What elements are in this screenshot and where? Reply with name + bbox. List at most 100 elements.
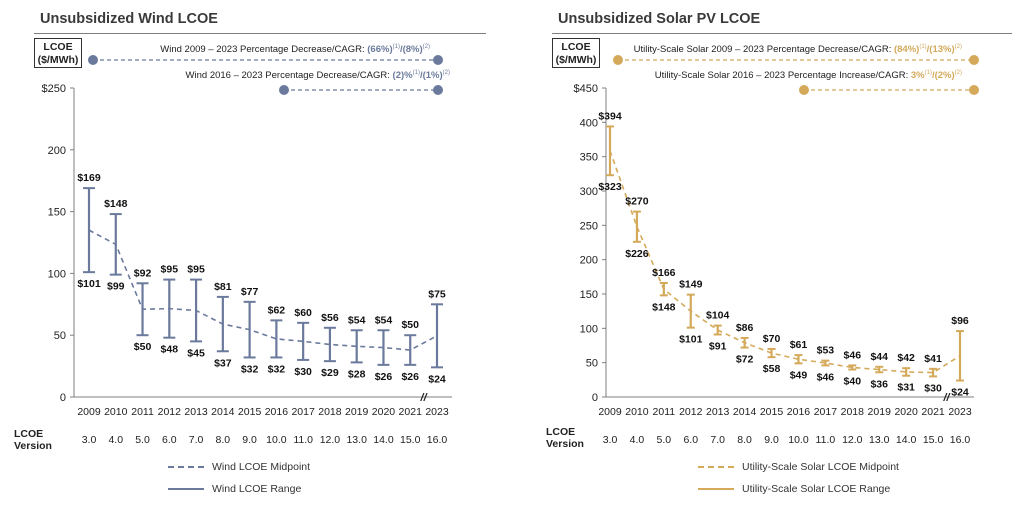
version-label: 14.0	[373, 434, 394, 446]
version-label: 4.0	[630, 434, 645, 446]
wind-cagr-2009-2023: Wind 2009 – 2023 Percentage Decrease/CAG…	[160, 44, 430, 56]
data-label-low: $32	[268, 363, 286, 375]
data-label-low: $26	[401, 371, 419, 383]
data-label-low: $58	[763, 363, 781, 375]
y-tick-label: 100	[48, 268, 66, 280]
x-tick-label: 2019	[345, 406, 369, 418]
wind-legend: Wind LCOE Midpoint Wind LCOE Range	[168, 456, 310, 500]
x-tick-label: 2023	[425, 406, 449, 418]
data-label-low: $49	[790, 369, 808, 381]
y-tick-label: 0	[592, 392, 598, 404]
lcoe-unit-box: LCOE ($/MWh)	[34, 38, 82, 68]
data-label-high: $149	[679, 279, 703, 291]
legend-item-midpoint: Utility-Scale Solar LCOE Midpoint	[698, 456, 899, 478]
data-label-low: $48	[161, 344, 179, 356]
x-tick-label: 2018	[841, 406, 865, 418]
lcoe-unit-box: LCOE ($/MWh)	[552, 38, 600, 68]
version-label: 5.0	[657, 434, 672, 446]
axis-break-marker: //	[420, 392, 429, 404]
x-tick-label: 2009	[598, 406, 622, 418]
version-label: 12.0	[320, 434, 341, 446]
version-label: 10.0	[788, 434, 809, 446]
x-tick-label: 2017	[814, 406, 838, 418]
lcoe-version-label: LCOE Version	[14, 428, 52, 452]
y-tick-label: 0	[60, 392, 66, 404]
data-label-high: $92	[134, 267, 152, 279]
cagr-span-end-dot	[433, 55, 443, 65]
y-tick-label: 50	[586, 358, 598, 370]
x-tick-label: 2011	[653, 406, 676, 418]
wind-lcoe-chart: $250 200 150 100 50 0 $169 $101 2009 3.0 $148 $99 20…	[42, 55, 452, 446]
version-label: 8.0	[216, 434, 231, 446]
x-tick-label: 2016	[265, 406, 289, 418]
midpoint-line	[609, 150, 961, 374]
solar-chart-panel: Unsubsidized Solar PV LCOE LCOE ($/MWh) …	[512, 0, 1024, 522]
data-label-high: $50	[401, 319, 419, 331]
solar-legend: Utility-Scale Solar LCOE Midpoint Utilit…	[698, 456, 899, 500]
x-tick-label: 2010	[625, 406, 649, 418]
data-label-low: $226	[625, 248, 649, 260]
cagr-span-start-dot	[799, 85, 809, 95]
data-label-high: $95	[187, 264, 205, 276]
data-label-high: $169	[77, 172, 101, 184]
cagr-span-start-dot	[279, 85, 289, 95]
y-tick-label: 200	[580, 255, 598, 267]
version-label: 6.0	[683, 434, 698, 446]
y-tick-label: 250	[580, 220, 598, 232]
data-label-high: $61	[790, 339, 808, 351]
version-label: 3.0	[603, 434, 618, 446]
data-label-low: $37	[214, 357, 232, 369]
title-rule	[552, 33, 1012, 34]
data-label-low: $31	[897, 382, 915, 394]
y-tick-label: 200	[48, 145, 66, 157]
data-label-high: $54	[348, 314, 366, 326]
x-tick-label: 2015	[238, 406, 262, 418]
lcoe-version-label: LCOE Version	[546, 426, 584, 450]
data-label-high: $86	[736, 322, 754, 334]
cagr-span-end-dot	[969, 55, 979, 65]
data-label-low: $148	[652, 301, 676, 313]
x-tick-label: 2012	[679, 406, 703, 418]
version-label: 10.0	[266, 434, 287, 446]
wind-cagr-2016-2023: Wind 2016 – 2023 Percentage Decrease/CAG…	[185, 70, 450, 82]
version-label: 13.0	[346, 434, 367, 446]
x-tick-label: 2012	[158, 406, 182, 418]
wind-chart-title: Unsubsidized Wind LCOE	[40, 11, 218, 27]
x-tick-label: 2014	[733, 406, 757, 418]
version-label: 9.0	[764, 434, 779, 446]
x-tick-label: 2013	[184, 406, 208, 418]
data-label-high: $60	[294, 307, 312, 319]
data-label-low: $28	[348, 368, 366, 380]
solar-cagr-2009-2023: Utility-Scale Solar 2009 – 2023 Percenta…	[633, 44, 962, 56]
axis-break-marker: //	[942, 392, 951, 404]
legend-item-range: Wind LCOE Range	[168, 478, 310, 500]
version-label: 14.0	[896, 434, 917, 446]
x-tick-label: 2015	[760, 406, 784, 418]
y-tick-label: 100	[580, 323, 598, 335]
version-label: 12.0	[842, 434, 863, 446]
data-label-low: $24	[428, 373, 446, 385]
version-label: 8.0	[737, 434, 752, 446]
version-label: 9.0	[242, 434, 257, 446]
data-label-low: $29	[321, 367, 339, 379]
y-tick-label: 350	[580, 152, 598, 164]
data-label-high: $42	[897, 352, 915, 364]
version-label: 7.0	[710, 434, 725, 446]
version-label: 16.0	[427, 434, 448, 446]
x-tick-label: 2023	[948, 406, 972, 418]
version-label: 15.0	[400, 434, 421, 446]
solar-lcoe-chart: $450 400 350 300 250 200 150 100 50 0 $394 $323 2009…	[574, 55, 979, 446]
version-label: 3.0	[82, 434, 97, 446]
data-label-low: $45	[187, 347, 205, 359]
version-label: 4.0	[108, 434, 123, 446]
data-label-high: $166	[652, 267, 676, 279]
x-tick-label: 2021	[921, 406, 945, 418]
version-label: 11.0	[816, 434, 836, 446]
version-label: 6.0	[162, 434, 177, 446]
version-label: 11.0	[293, 434, 313, 446]
data-label-high: $56	[321, 312, 339, 324]
y-tick-label: 300	[580, 186, 598, 198]
data-label-high: $41	[924, 353, 942, 365]
version-label: 13.0	[869, 434, 890, 446]
y-tick-label: $450	[574, 83, 598, 95]
